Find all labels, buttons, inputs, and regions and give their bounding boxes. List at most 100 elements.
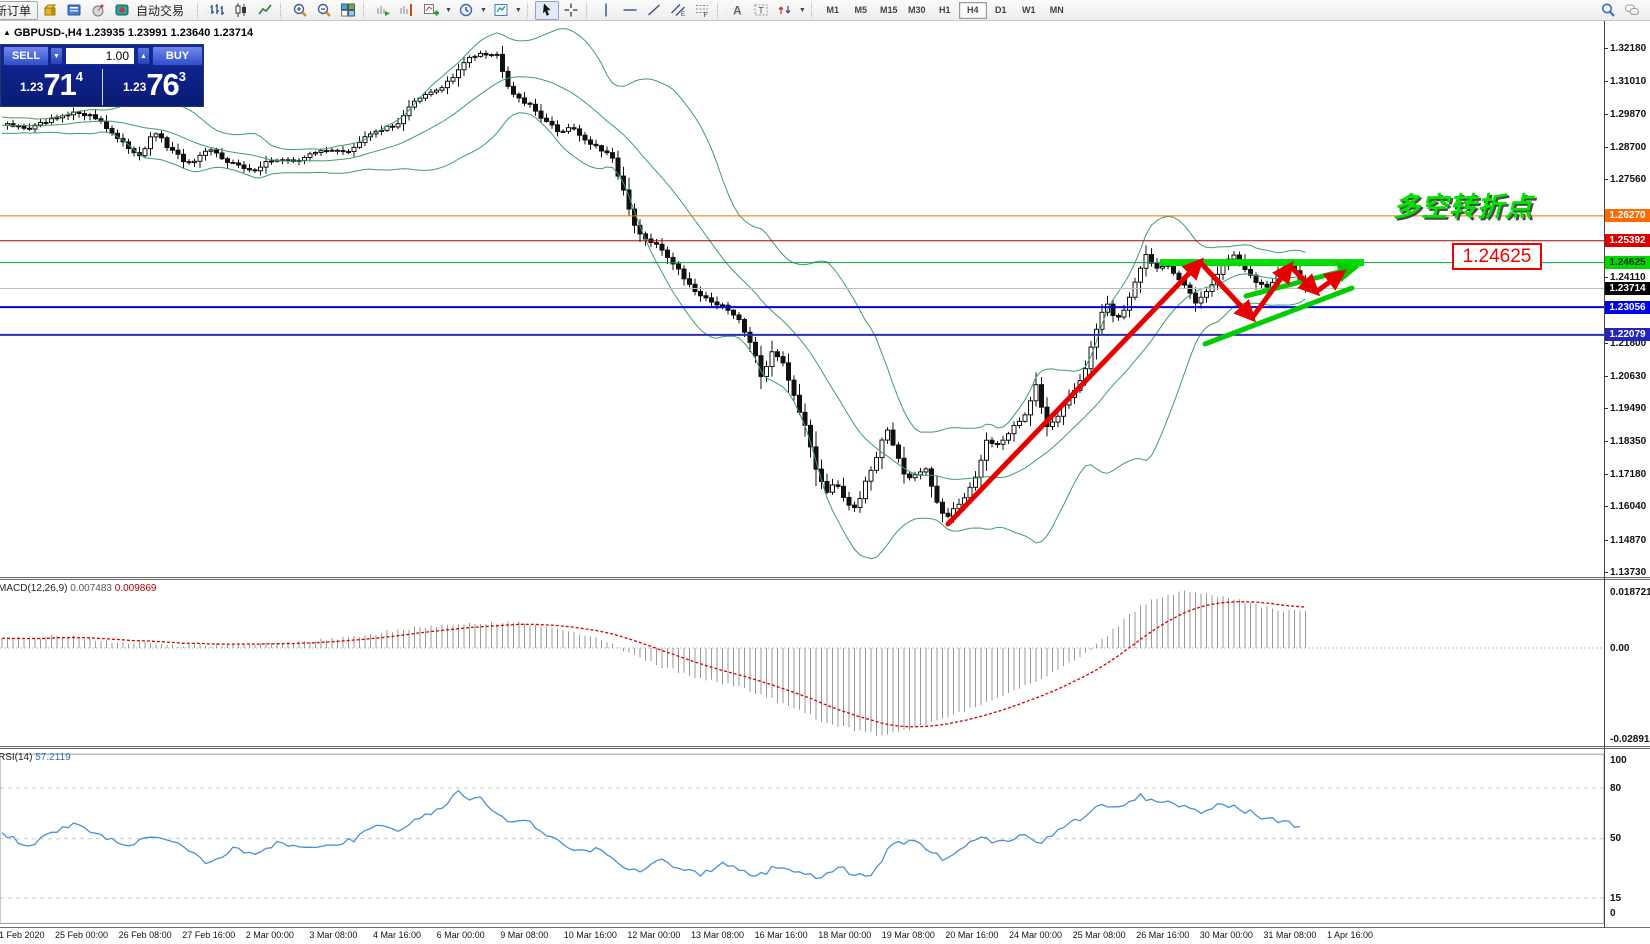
bollinger-band — [1, 27, 1306, 433]
one-click-trading-panel: SELL ▼ ▲ BUY 1.23714 1.23763 — [0, 44, 204, 107]
volume-up-button[interactable]: ▲ — [137, 47, 150, 65]
vertical-line-button[interactable] — [594, 1, 618, 20]
price-badge-1.23714: 1.23714 — [1605, 281, 1650, 295]
dropdown-caret-icon[interactable]: ▼ — [479, 6, 487, 14]
price-level-box[interactable]: 1.24625 — [1452, 243, 1542, 270]
price-divider — [102, 69, 103, 105]
price-tick: 1.32180 — [1610, 42, 1647, 54]
price-tick-mark — [1604, 572, 1608, 574]
toolbar: 新订单 自动交易 ▼ ▼ ▼ E F A T ▼ M1 M5 M15 M30 H1 H4 D1 W1 MN — [0, 0, 1650, 21]
symbol-marker-icon: ▲ — [3, 28, 11, 37]
cursor-button[interactable] — [534, 0, 559, 20]
add-indicator-button[interactable] — [419, 1, 443, 20]
price-badge-1.22079: 1.22079 — [1605, 328, 1650, 342]
candlestick-chart-button[interactable] — [229, 1, 253, 20]
price-tick-mark — [1604, 113, 1608, 115]
bar-chart-button[interactable] — [205, 1, 229, 20]
rsi-axis-label: 0 — [1610, 908, 1616, 919]
search-button[interactable] — [1596, 1, 1620, 20]
zoom-in-button[interactable] — [288, 1, 312, 20]
new-order-button[interactable]: 新订单 — [0, 0, 39, 20]
crosshair-button[interactable] — [559, 1, 583, 20]
periods-button[interactable] — [454, 1, 478, 20]
templates-button[interactable] — [489, 1, 513, 20]
time-label: 10 Mar 16:00 — [563, 930, 617, 940]
auto-scroll-button[interactable] — [371, 1, 395, 20]
chat-button[interactable] — [1620, 1, 1644, 20]
price-tick: 1.19490 — [1610, 403, 1647, 415]
macd-panel[interactable] — [0, 580, 1650, 747]
horizontal-line-button[interactable] — [618, 1, 642, 20]
text-button[interactable]: A — [725, 1, 749, 20]
support-trendline[interactable] — [1202, 285, 1355, 347]
timeframe-h1-button[interactable]: H1 — [939, 5, 951, 15]
auto-trading-label[interactable]: 自动交易 — [136, 3, 185, 18]
sell-button[interactable]: SELL — [3, 46, 49, 66]
buy-price[interactable]: 1.23763 — [104, 67, 205, 107]
signals-button[interactable] — [86, 1, 110, 20]
time-label: 31 Mar 08:00 — [1263, 930, 1317, 940]
market-watch-button[interactable] — [38, 1, 62, 20]
red-arrow[interactable] — [1197, 259, 1257, 323]
turning-point-annotation[interactable]: 多空转折点 — [1393, 192, 1533, 222]
dropdown-caret-icon[interactable]: ▼ — [514, 6, 522, 14]
red-arrow[interactable] — [1313, 269, 1347, 295]
main-chart[interactable] — [0, 21, 1650, 578]
price-tick-mark — [1604, 47, 1608, 49]
red-arrow[interactable] — [1287, 263, 1321, 297]
price-tick-mark — [1604, 376, 1608, 378]
timeframe-m1-button[interactable]: M1 — [826, 5, 840, 15]
tile-windows-button[interactable] — [336, 1, 360, 20]
fibonacci-button[interactable]: F — [690, 1, 714, 20]
timeframe-mn-button[interactable]: MN — [1049, 5, 1064, 15]
price-tick-mark — [1604, 277, 1608, 279]
timeframe-m15-button[interactable]: M15 — [880, 5, 898, 15]
price-badge-1.25392: 1.25392 — [1605, 234, 1650, 248]
chart-shift-button[interactable] — [395, 1, 419, 20]
volume-input[interactable] — [65, 47, 135, 65]
quote-close: 1.23714 — [213, 27, 254, 39]
sell-price[interactable]: 1.23714 — [1, 67, 102, 107]
time-label: 19 Mar 08:00 — [881, 930, 935, 940]
price-tick-mark — [1604, 179, 1608, 181]
time-label: 12 Mar 00:00 — [627, 930, 681, 940]
zoom-out-button[interactable] — [312, 1, 336, 20]
timeframe-h4-button[interactable]: H4 — [958, 1, 987, 19]
rsi-axis-label: 80 — [1610, 783, 1622, 794]
dropdown-caret-icon[interactable]: ▼ — [798, 6, 806, 14]
dropdown-caret-icon[interactable]: ▼ — [445, 6, 452, 14]
channel-button[interactable]: E — [666, 1, 690, 20]
time-label: 25 Feb 00:00 — [55, 930, 109, 940]
text-label-button[interactable]: T — [749, 1, 773, 20]
time-label: 26 Mar 16:00 — [1136, 930, 1190, 940]
toolbar-grip — [363, 2, 369, 18]
panel-separator[interactable] — [0, 577, 1650, 580]
rsi-panel[interactable] — [0, 749, 1650, 927]
sell-price-main: 71 — [43, 67, 76, 102]
price-tick: 1.14870 — [1610, 534, 1647, 546]
quote-open: 1.23935 — [84, 27, 125, 39]
arrows-button[interactable] — [773, 1, 797, 20]
time-label: 26 Feb 08:00 — [118, 930, 172, 940]
red-arrow[interactable] — [945, 257, 1205, 527]
volume-down-button[interactable]: ▼ — [50, 47, 63, 65]
buy-button[interactable]: BUY — [152, 46, 203, 66]
rsi-label: RSI(14) 57.2119 — [0, 752, 71, 763]
bollinger-band — [1, 76, 1306, 480]
price-tick-mark — [1604, 539, 1608, 541]
timeframe-w1-button[interactable]: W1 — [1022, 5, 1036, 15]
timeframe-m5-button[interactable]: M5 — [854, 5, 868, 15]
navigator-button[interactable] — [62, 1, 86, 20]
trendline-button[interactable] — [642, 1, 666, 20]
time-label: 13 Mar 08:00 — [691, 930, 745, 940]
resistance-bar[interactable] — [1160, 259, 1364, 267]
timeframe-d1-button[interactable]: D1 — [995, 5, 1007, 15]
red-arrow[interactable] — [1249, 261, 1294, 321]
panel-separator[interactable] — [0, 746, 1650, 749]
timeframe-m30-button[interactable]: M30 — [908, 5, 926, 15]
auto-trading-button[interactable]: 自动交易 — [110, 1, 194, 20]
line-chart-button[interactable] — [253, 1, 277, 20]
rsi-axis-label: 15 — [1610, 893, 1622, 904]
price-tick-mark — [1604, 81, 1608, 83]
rsi-axis-label: 100 — [1610, 755, 1627, 766]
